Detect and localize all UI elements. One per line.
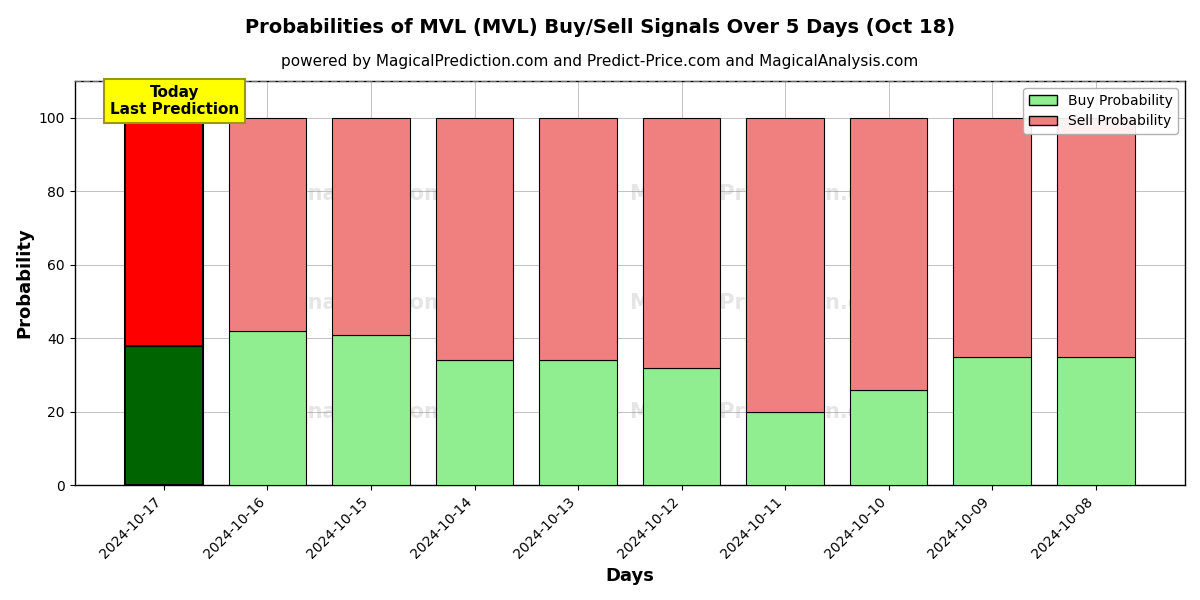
- Bar: [1057, 118, 1134, 356]
- Bar: [332, 335, 410, 485]
- Text: MagicalPrediction.com: MagicalPrediction.com: [630, 184, 896, 204]
- Bar: [746, 412, 824, 485]
- Y-axis label: Probability: Probability: [16, 228, 34, 338]
- Bar: [539, 118, 617, 360]
- Text: Probabilities of MVL (MVL) Buy/Sell Signals Over 5 Days (Oct 18): Probabilities of MVL (MVL) Buy/Sell Sign…: [245, 18, 955, 37]
- Bar: [953, 118, 1031, 356]
- Bar: [643, 368, 720, 485]
- Bar: [436, 360, 514, 485]
- Bar: [229, 118, 306, 331]
- Text: calAnalysis.com: calAnalysis.com: [258, 184, 446, 204]
- Bar: [850, 118, 928, 389]
- Bar: [332, 118, 410, 335]
- Bar: [746, 118, 824, 412]
- Bar: [953, 356, 1031, 485]
- Bar: [643, 118, 720, 368]
- X-axis label: Days: Days: [605, 567, 654, 585]
- Bar: [436, 118, 514, 360]
- Legend: Buy Probability, Sell Probability: Buy Probability, Sell Probability: [1024, 88, 1178, 134]
- Text: MagicalPrediction.com: MagicalPrediction.com: [630, 293, 896, 313]
- Text: calAnalysis.com: calAnalysis.com: [258, 403, 446, 422]
- Text: Today
Last Prediction: Today Last Prediction: [109, 85, 239, 117]
- Text: calAnalysis.com: calAnalysis.com: [258, 293, 446, 313]
- Bar: [125, 118, 203, 346]
- Text: powered by MagicalPrediction.com and Predict-Price.com and MagicalAnalysis.com: powered by MagicalPrediction.com and Pre…: [281, 54, 919, 69]
- Bar: [1057, 356, 1134, 485]
- Bar: [125, 346, 203, 485]
- Text: MagicalPrediction.com: MagicalPrediction.com: [630, 403, 896, 422]
- Bar: [850, 389, 928, 485]
- Bar: [229, 331, 306, 485]
- Bar: [539, 360, 617, 485]
